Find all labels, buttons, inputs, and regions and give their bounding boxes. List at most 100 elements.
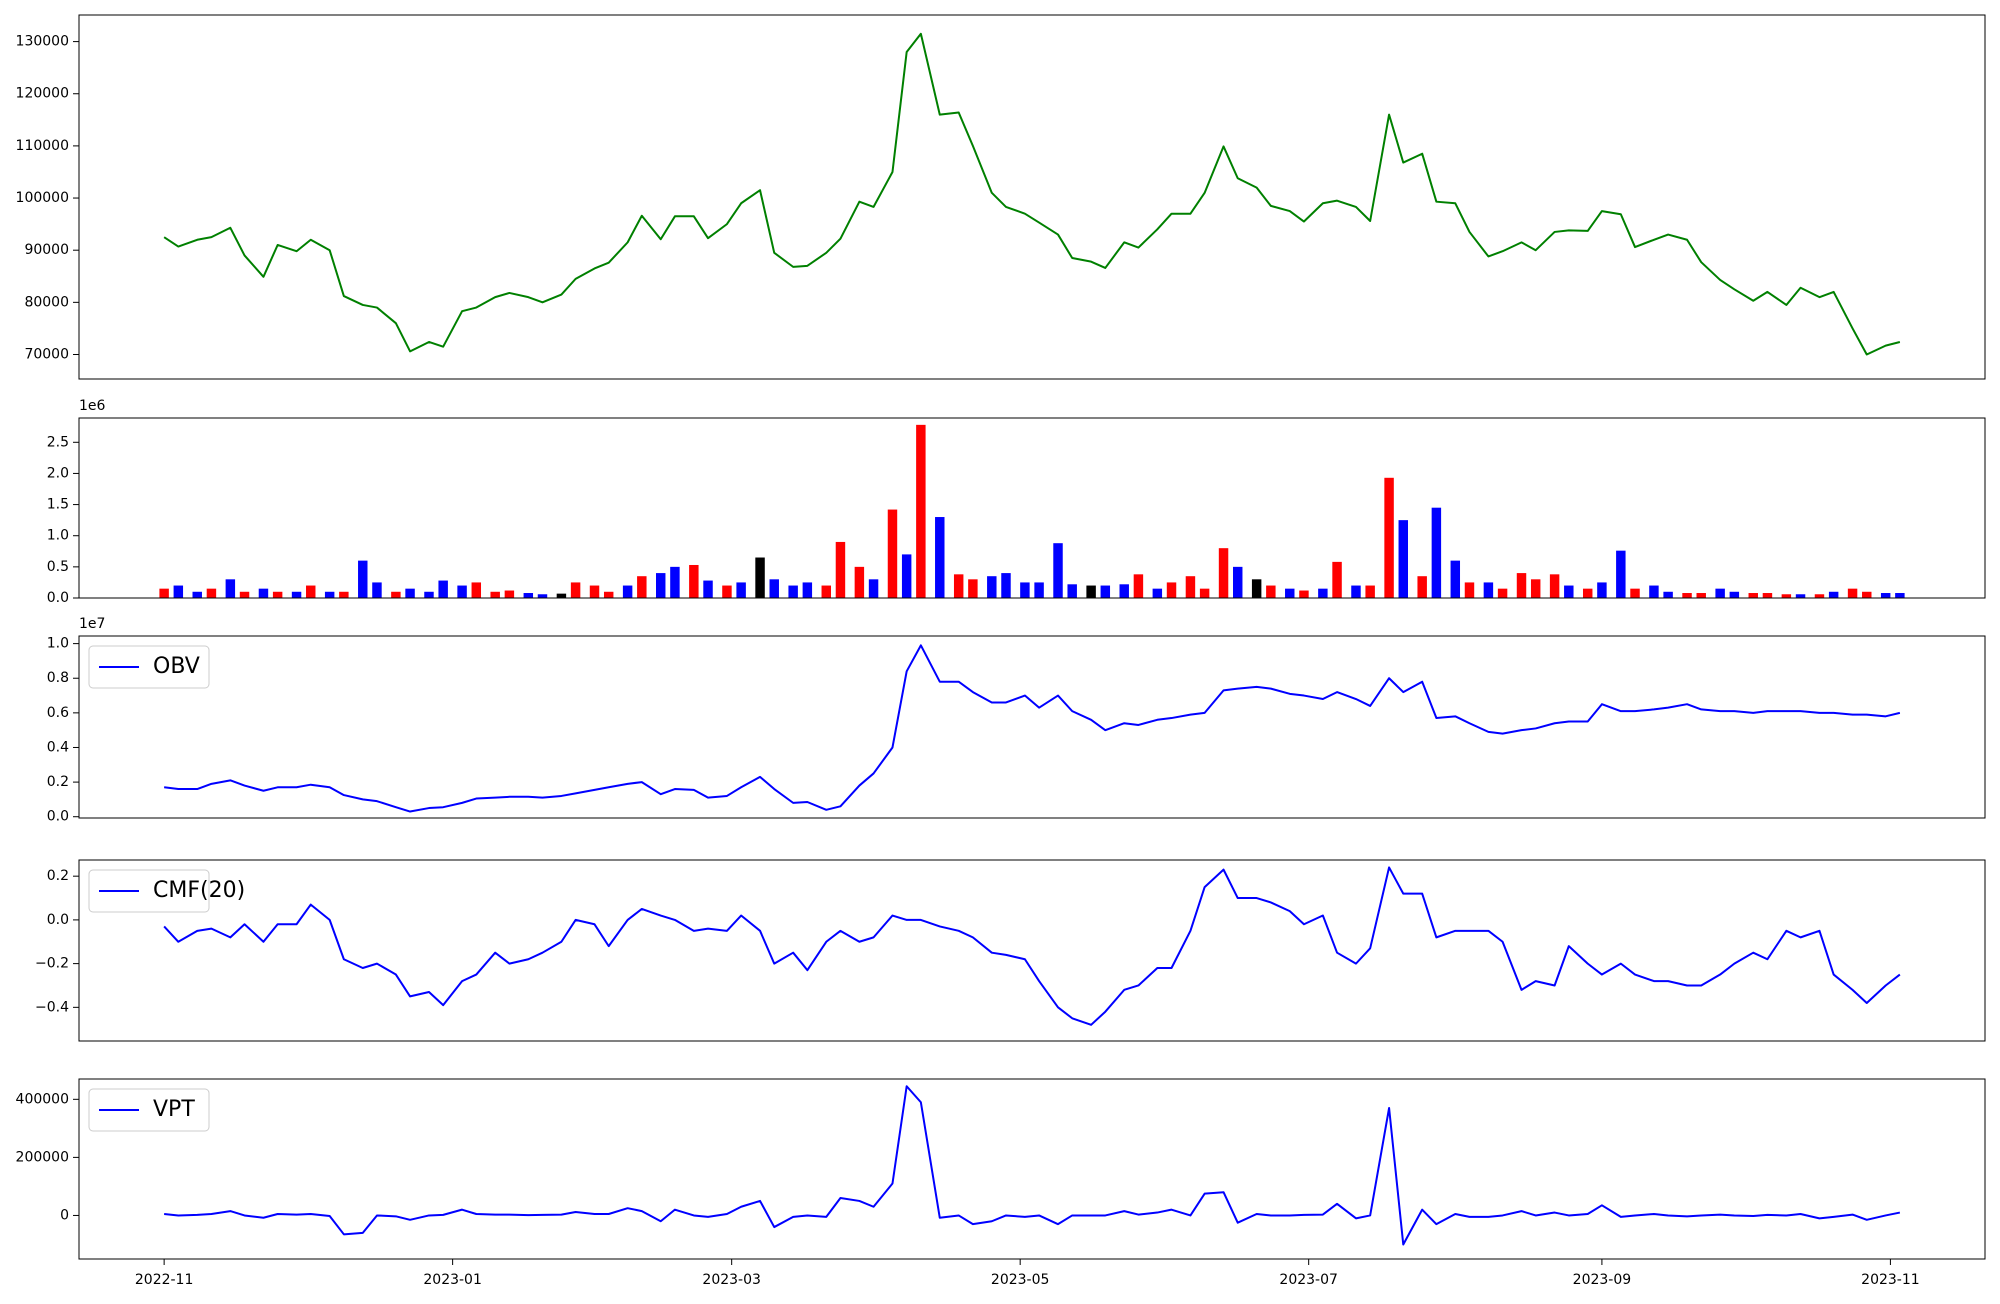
series-line xyxy=(164,1085,1901,1246)
y-tick-label: 1.0 xyxy=(47,528,69,544)
volume-bar xyxy=(1067,584,1077,598)
volume-bar xyxy=(802,582,813,598)
volume-bar xyxy=(457,585,467,598)
volume-bar xyxy=(358,560,368,598)
volume-bar xyxy=(239,591,250,598)
volume-bar xyxy=(1266,585,1276,598)
volume-bar xyxy=(291,591,302,598)
volume-bar xyxy=(916,424,926,598)
y-tick-label: 0.2 xyxy=(47,774,69,790)
volume-bar xyxy=(537,594,548,598)
y-tick-label: 110000 xyxy=(16,138,69,154)
y-tick-label: 0.6 xyxy=(47,705,69,721)
legend-box xyxy=(88,869,210,913)
volume-bar xyxy=(372,582,382,598)
volume-bar xyxy=(272,591,283,598)
axis-offset-label: 1e6 xyxy=(79,398,106,414)
y-tick-label: −0.4 xyxy=(35,999,69,1015)
volume-bar xyxy=(603,591,614,598)
volume-bar xyxy=(391,591,401,598)
volume-bar xyxy=(968,579,978,598)
volume-bar xyxy=(556,593,567,598)
volume-bar xyxy=(1086,585,1096,598)
legend-label: VPT xyxy=(153,1097,195,1122)
volume-bar xyxy=(523,593,534,598)
y-tick-label: 70000 xyxy=(24,346,69,362)
volume-bar xyxy=(1862,591,1872,598)
volume-bar xyxy=(1729,591,1740,598)
volume-bar xyxy=(689,564,699,598)
y-tick-label: 0.4 xyxy=(47,739,69,755)
volume-bar xyxy=(1251,579,1262,598)
volume-bar xyxy=(424,591,434,598)
y-tick-label: 0.2 xyxy=(47,868,69,884)
y-tick-label: 400000 xyxy=(16,1091,69,1107)
x-tick-label: 2023-03 xyxy=(702,1272,761,1288)
volume-bar xyxy=(1781,594,1792,598)
x-tick-label: 2023-11 xyxy=(1861,1272,1920,1288)
volume-bar xyxy=(1564,585,1574,598)
volume-bar xyxy=(670,566,680,598)
volume-bar xyxy=(935,517,945,598)
volume-bar xyxy=(656,573,666,598)
series-line xyxy=(163,32,1901,356)
volume-bar xyxy=(1119,584,1129,598)
y-tick-label: 200000 xyxy=(16,1149,69,1165)
y-tick-label: 2.5 xyxy=(47,434,69,450)
x-tick-label: 2023-09 xyxy=(1573,1272,1632,1288)
series-line xyxy=(164,644,1901,813)
volume-bar xyxy=(1431,507,1442,598)
y-tick-label: 0.0 xyxy=(47,809,69,825)
volume-bar xyxy=(1748,593,1758,598)
volume-bar xyxy=(1365,585,1375,598)
volume-bar xyxy=(1895,593,1905,598)
volume-bar xyxy=(1299,590,1309,598)
volume-bar xyxy=(987,576,997,598)
legend-label: CMF(20) xyxy=(153,878,245,903)
volume-bar xyxy=(1233,566,1243,598)
volume-bar xyxy=(173,585,184,598)
y-tick-label: 0.0 xyxy=(47,912,69,928)
volume-bar xyxy=(1795,594,1806,598)
volume-bar xyxy=(1663,591,1673,598)
volume-bar xyxy=(1020,582,1030,598)
volume-bar xyxy=(1053,543,1063,598)
volume-bar xyxy=(258,588,269,598)
volume-bar xyxy=(1034,582,1044,598)
volume-bar xyxy=(1133,574,1144,598)
volume-bar xyxy=(637,576,647,598)
volume-bar xyxy=(570,582,581,598)
volume-bar xyxy=(1483,582,1494,598)
y-tick-label: 120000 xyxy=(16,86,69,102)
volume-bar xyxy=(490,591,500,598)
axes-frame xyxy=(78,1078,1986,1260)
volume-bar xyxy=(821,585,831,598)
volume-bar xyxy=(1218,548,1229,598)
x-tick-label: 2023-01 xyxy=(423,1272,482,1288)
volume-bar xyxy=(225,579,236,598)
axes-frame xyxy=(78,635,1986,819)
volume-bar xyxy=(1464,582,1475,598)
volume-bar xyxy=(1696,593,1706,598)
volume-bar xyxy=(622,585,633,598)
volume-bar xyxy=(339,591,349,598)
volume-bar xyxy=(953,574,964,598)
axes-frame xyxy=(78,859,1986,1042)
y-tick-label: 0.5 xyxy=(47,559,69,575)
x-tick-label: 2023-07 xyxy=(1279,1272,1338,1288)
volume-bar xyxy=(854,566,865,598)
volume-bar xyxy=(1549,574,1560,598)
volume-bar xyxy=(1384,477,1394,598)
legend-label: OBV xyxy=(153,654,200,679)
volume-bar xyxy=(736,582,746,598)
y-tick-label: 1.5 xyxy=(47,497,69,513)
y-tick-label: 0 xyxy=(60,1207,69,1223)
volume-bar xyxy=(405,588,415,598)
y-tick-label: 100000 xyxy=(16,190,69,206)
volume-bar xyxy=(1880,593,1891,598)
volume-bar xyxy=(1762,593,1773,598)
legend-box xyxy=(88,1088,210,1132)
volume-bar xyxy=(589,585,600,598)
